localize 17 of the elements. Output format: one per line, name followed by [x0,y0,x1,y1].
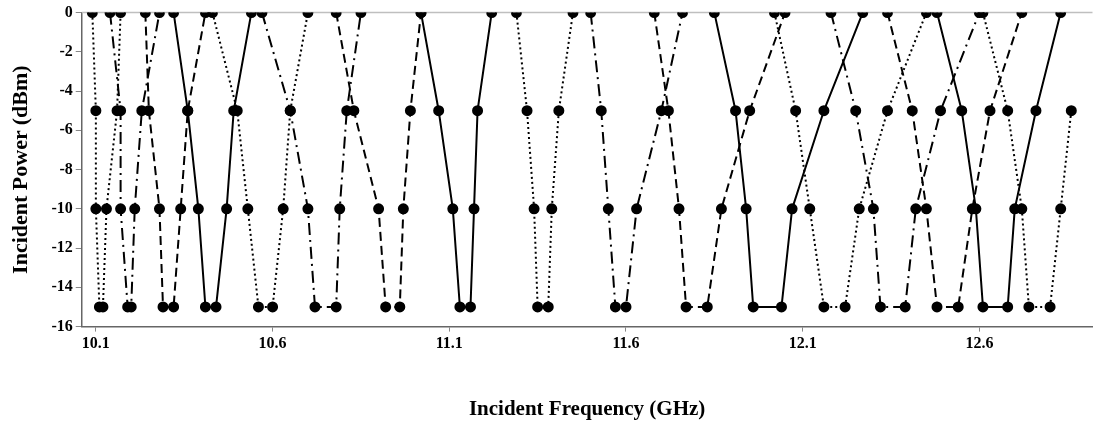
x-tick-label: 10.1 [81,334,110,352]
y-axis-title: Incident Power (dBm) [6,65,32,274]
x-tick-label: 12.6 [965,334,994,352]
y-tick-label: -12 [51,238,73,256]
y-tick-label: 0 [64,2,73,20]
y-tick-label: -2 [59,41,73,59]
y-tick-label: -4 [59,81,73,99]
x-axis-title: Incident Frequency (GHz) [468,395,706,420]
x-tick-label: 12.1 [788,334,817,352]
y-tick-label: -14 [51,277,73,295]
y-tick-label: -6 [59,120,73,138]
x-tick-label: 11.6 [612,334,640,352]
y-tick-label: -16 [51,316,73,334]
x-tick-label: 10.6 [258,334,287,352]
y-tick-label: -8 [59,159,73,177]
y-tick-label: -10 [51,198,73,216]
x-tick-label: 11.1 [435,334,463,352]
